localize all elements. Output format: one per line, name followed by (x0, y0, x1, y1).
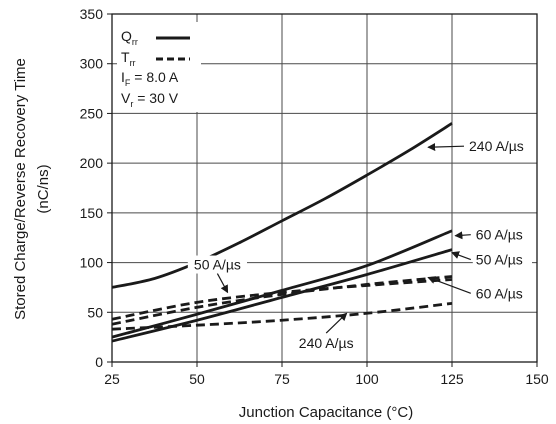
series-line-trr-60-a-s (111, 275, 453, 326)
y-axis-title-line2: (nC/ns) (35, 164, 52, 213)
legend-trr-label: Trr (121, 49, 136, 68)
legend: Qrr Trr IF = 8.0 A Vr = 30 V (117, 22, 201, 112)
annotation-label-bg (472, 225, 532, 244)
series-line-qrr-240-a-s (111, 122, 453, 289)
grid (112, 14, 537, 362)
x-tick-label: 50 (189, 371, 205, 387)
x-tick-label: 100 (355, 371, 379, 387)
x-tick-label: 75 (274, 371, 290, 387)
y-tick-label: 250 (80, 105, 104, 121)
y-tick-label: 350 (80, 6, 104, 22)
y-tick-label: 50 (87, 304, 103, 320)
annotation-arrow (451, 251, 472, 261)
x-tick-label: 150 (525, 371, 549, 387)
ticks: 25 50 75 100 125 150 0 50 100 150 200 250 300 350 (80, 6, 549, 387)
annotation-arrow (454, 231, 471, 240)
plot-frame (111, 13, 538, 363)
annotation-label: 50 A/µs (476, 252, 523, 268)
series-line-trr-50-a-s (111, 278, 453, 321)
annotation-label: 240 A/µs (469, 138, 524, 154)
annotation-label-bg (472, 250, 532, 269)
series-layer (111, 122, 453, 343)
annotation-arrow (325, 312, 348, 334)
annotation-label-bg (187, 255, 247, 274)
series-line-qrr-60-a-s (111, 229, 453, 339)
y-tick-label: 100 (80, 255, 104, 271)
x-tick-label: 25 (104, 371, 120, 387)
annotation-label: 240 A/µs (299, 335, 354, 351)
y-tick-label: 200 (80, 155, 104, 171)
y-tick-label: 0 (95, 354, 103, 370)
legend-qrr-label: Qrr (121, 28, 138, 47)
annotation-label-bg (466, 137, 533, 156)
annotation-label-bg (292, 334, 360, 353)
y-tick-label: 150 (80, 205, 104, 221)
y-tick-label: 300 (80, 56, 104, 72)
annotation-label: 60 A/µs (476, 227, 523, 243)
legend-if-label: IF = 8.0 A (121, 69, 179, 88)
series-line-trr-240-a-s (111, 301, 453, 331)
annotation-label-bg (472, 284, 532, 303)
x-tick-label: 125 (440, 371, 464, 387)
x-axis-title: Junction Capacitance (°C) (239, 404, 413, 421)
annotation-label: 50 A/µs (194, 257, 241, 273)
annotation-arrow (427, 143, 465, 152)
annotation-arrow (427, 276, 472, 294)
annotation-arrow (216, 273, 229, 294)
annotations: 240 A/µs 60 A/µs 50 A/µs 60 A/µs 50 A/µs 240 … (187, 137, 533, 353)
annotation-label: 60 A/µs (476, 285, 523, 301)
y-axis-title-line1: Stored Charge/Reverse Recovery Time (12, 58, 29, 320)
legend-vr-label: Vr = 30 V (121, 90, 179, 109)
